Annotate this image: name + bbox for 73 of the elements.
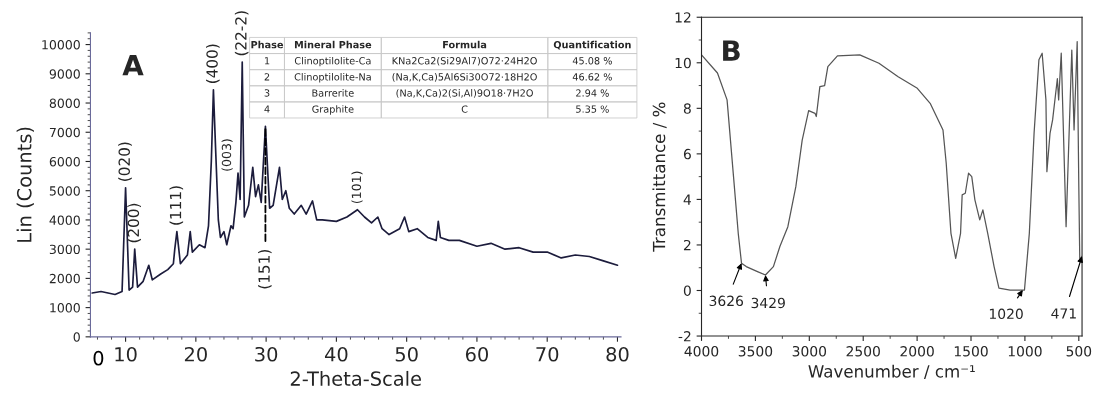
y-tick-label: 7000 (49, 127, 80, 138)
x-tick-label: 3000 (792, 346, 827, 357)
y-tick-label: 8 (683, 103, 691, 114)
y-tick-label: 1000 (50, 303, 80, 313)
x-tick-label: 60 (465, 346, 489, 362)
y-axis-title: Lin (Counts) (16, 127, 34, 242)
x-tick-label: 3500 (738, 346, 773, 357)
x-tick-label: 40 (324, 346, 348, 362)
y-tick-label: 0 (683, 285, 691, 296)
annotation: (151) (258, 249, 272, 289)
annotation: (400) (206, 44, 220, 84)
x-axis-title: 2-Theta-Scale (290, 370, 422, 386)
annotation: (111) (169, 186, 184, 225)
annotation: Barrerite (312, 89, 354, 97)
annotation: (22-2) (234, 11, 249, 56)
y-tick-label: -2 (678, 331, 691, 342)
annotation: 1020 (989, 308, 1023, 320)
annotation: 2.94 % (576, 89, 609, 97)
annotation: (200) (127, 203, 141, 243)
x-tick-label: 80 (606, 346, 629, 362)
x-tick-label: 1000 (1008, 346, 1042, 357)
y-tick-label: 5000 (49, 186, 80, 196)
y-tick-label: 9000 (49, 69, 80, 79)
annotation: 2 (264, 73, 270, 81)
x-axis-title: Wavenumber / cm⁻¹ (808, 364, 975, 379)
x-tick-label: 10 (115, 346, 137, 362)
annotation: Mineral Phase (294, 40, 372, 49)
y-tick-label: 12 (675, 12, 691, 23)
annotation: 3626 (709, 295, 744, 307)
y-tick-label: 2 (683, 239, 691, 251)
y-axis-title: Transmittance / % (652, 102, 667, 252)
x-tick-label: 70 (536, 346, 559, 362)
annotation: 3 (264, 89, 270, 97)
annotation: Clinoptilolite-Na (294, 73, 371, 83)
text: A (122, 55, 144, 76)
annotation: 3429 (751, 297, 785, 309)
y-tick-label: 10 (675, 57, 691, 69)
annotation: 5.35 % (576, 105, 609, 113)
x-tick-label: 2500 (846, 346, 880, 357)
y-tick-label: 10000 (42, 40, 80, 50)
x-tick-label: 50 (395, 346, 418, 362)
annotation: 471 (1051, 308, 1076, 319)
annotation: (101) (351, 171, 363, 204)
x-tick-label: 20 (184, 346, 207, 362)
y-tick-label: 6000 (49, 156, 80, 167)
annotation: (020) (118, 142, 132, 181)
y-tick-label: 4 (683, 194, 692, 205)
x-tick-label: 1500 (954, 346, 988, 357)
x-tick-label: 30 (255, 346, 278, 362)
text: 0 (93, 350, 104, 366)
annotation: 1 (265, 57, 270, 65)
annotation: 46.62 % (572, 73, 612, 81)
y-tick-label: 6 (683, 148, 691, 160)
annotation: Clinoptilolite-Ca (294, 56, 371, 67)
annotation: (Na,K,Ca)2(Si,Al)9O18·7H2O (396, 89, 533, 98)
annotation: (003) (221, 139, 233, 171)
y-tick-label: 3000 (49, 244, 80, 255)
annotation: Quantification (553, 40, 631, 50)
annotation: C (461, 105, 468, 113)
x-tick-label: 500 (1066, 346, 1092, 357)
annotation: 45.08 % (572, 57, 612, 65)
annotation: Formula (443, 40, 487, 49)
annotation: Graphite (312, 105, 354, 115)
annotation: Phase (251, 40, 284, 49)
text: B (723, 40, 740, 61)
annotation: (Na,K,Ca)5Al6Si30O72·18H2O (392, 73, 537, 82)
annotation: KNa2Ca2(Si29Al7)O72·24H2O (392, 56, 537, 66)
y-tick-label: 0 (73, 332, 80, 342)
y-tick-label: 2000 (49, 273, 80, 284)
y-tick-label: 4000 (49, 215, 80, 225)
annotation: 4 (264, 105, 270, 113)
x-tick-label: 2000 (900, 346, 934, 357)
y-tick-label: 8000 (49, 98, 80, 108)
